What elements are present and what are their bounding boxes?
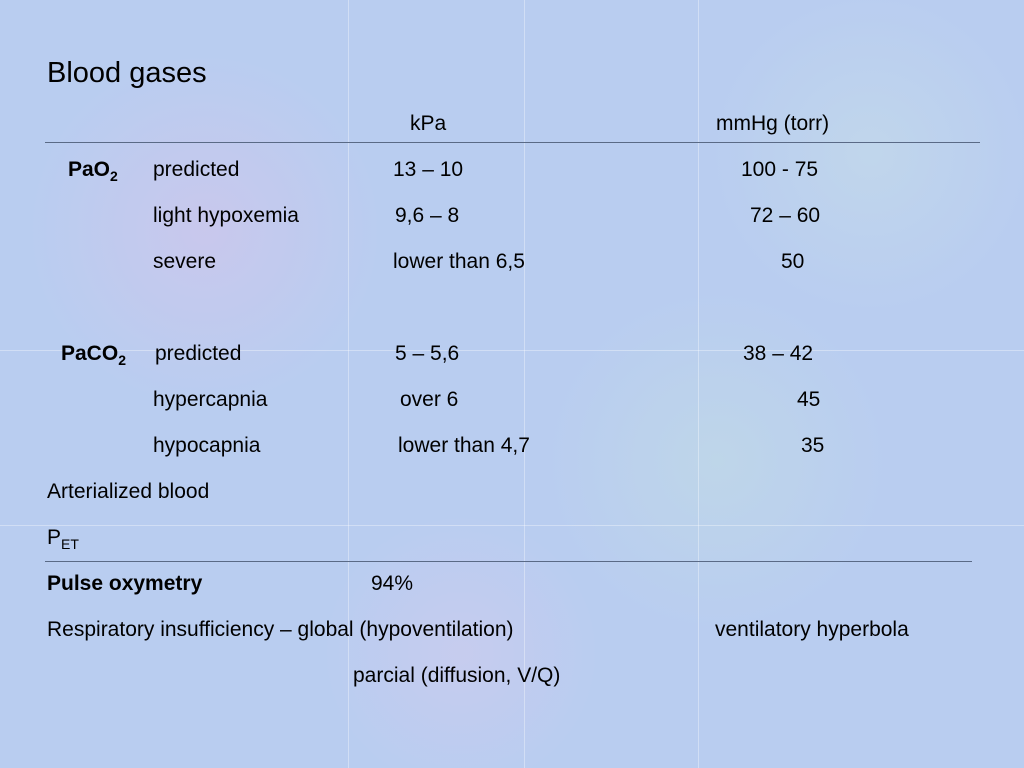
- column-header: kPa: [410, 112, 447, 135]
- kpa-value: lower than 6,5: [393, 250, 525, 273]
- mmhg-value: 38 – 42: [743, 342, 814, 365]
- mmhg-value: 35: [801, 434, 825, 457]
- row-name: predicted: [155, 342, 242, 365]
- subscript: 2: [118, 352, 126, 368]
- arterialized: Arterialized blood: [47, 480, 210, 503]
- pet-label: P: [47, 526, 62, 549]
- insufficiency-second: parcial (diffusion, V/Q): [353, 664, 561, 687]
- mmhg-value: 45: [797, 388, 821, 411]
- texture-seam: [0, 525, 1024, 526]
- divider: [45, 142, 980, 143]
- group-label: PaCO2: [61, 341, 126, 367]
- row-name: hypocapnia: [153, 434, 261, 457]
- pulse-value: 94%: [371, 572, 414, 595]
- group-label-text: PaCO: [61, 342, 119, 365]
- kpa-value: over 6: [400, 388, 459, 411]
- kpa-value: 13 – 10: [393, 158, 464, 181]
- row-name: light hypoxemia: [153, 204, 299, 227]
- mmhg-value: 50: [781, 250, 805, 273]
- column-header: mmHg (torr): [716, 112, 830, 135]
- subscript: ET: [61, 536, 79, 552]
- texture-seam: [524, 0, 525, 768]
- mmhg-value: 100 - 75: [741, 158, 819, 181]
- subscript: 2: [110, 168, 118, 184]
- group-label-text: PaO: [68, 158, 111, 181]
- row-name: severe: [153, 250, 217, 273]
- row-name: predicted: [153, 158, 240, 181]
- insufficiency-label: Respiratory insufficiency – global (hypo…: [47, 618, 514, 641]
- mmhg-value: 72 – 60: [750, 204, 821, 227]
- texture-seam: [0, 350, 1024, 351]
- group-label: PaO2: [68, 157, 118, 183]
- texture-seam: [348, 0, 349, 768]
- divider: [45, 561, 972, 562]
- row-name: hypercapnia: [153, 388, 268, 411]
- kpa-value: 5 – 5,6: [395, 342, 460, 365]
- kpa-value: lower than 4,7: [398, 434, 530, 457]
- kpa-value: 9,6 – 8: [395, 204, 460, 227]
- pet: PET: [47, 525, 79, 551]
- title: Blood gases: [47, 57, 207, 89]
- insufficiency-note: ventilatory hyperbola: [715, 618, 909, 641]
- pulse-label: Pulse oxymetry: [47, 572, 203, 595]
- texture-seam: [698, 0, 699, 768]
